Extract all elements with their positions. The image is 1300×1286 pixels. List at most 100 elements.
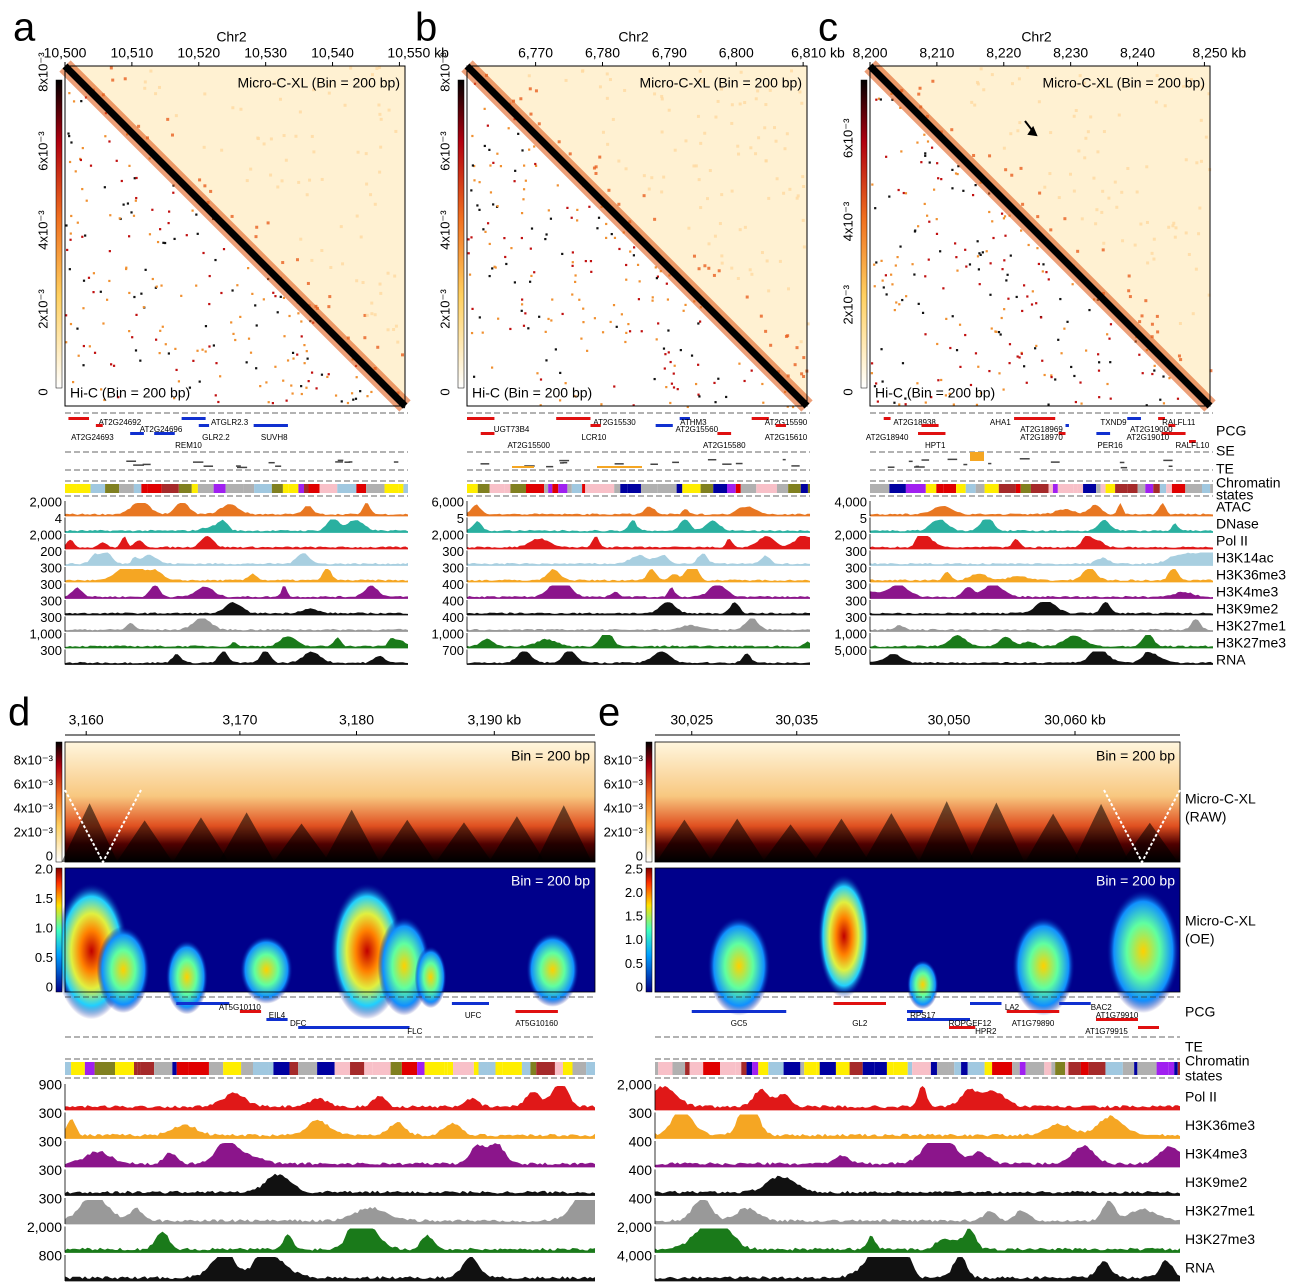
contact-pixel [949, 346, 952, 350]
contact-pixel [1057, 196, 1061, 200]
chromatin-state [943, 484, 957, 493]
contact-pixel [690, 354, 694, 357]
contact-pixel [82, 279, 86, 282]
signal-track [65, 651, 408, 665]
chromatin-state [1171, 484, 1186, 493]
chromatin-state [658, 1062, 673, 1075]
signal-track [65, 1143, 595, 1167]
contact-pixel [520, 212, 524, 215]
chromatin-state [366, 484, 385, 493]
te-element [735, 462, 743, 465]
chromatin-state [835, 1062, 850, 1075]
contact-pixel [379, 291, 383, 295]
contact-pixel [924, 401, 927, 404]
contact-pixel [249, 167, 253, 171]
colorbar-tick-label: 8x10⁻³ [14, 752, 54, 767]
contact-pixel [356, 150, 360, 154]
contact-pixel [720, 193, 724, 197]
contact-pixel [512, 99, 516, 103]
contact-pixel [1008, 343, 1012, 346]
contact-pixel [1182, 84, 1186, 88]
contact-pixel [615, 325, 618, 328]
contact-pixel [327, 305, 331, 309]
track-scale-label: 300 [40, 560, 62, 575]
contact-pixel [499, 165, 503, 168]
contact-pixel [489, 191, 493, 194]
track-name: H3K27me3 [1185, 1231, 1255, 1247]
contact-pixel [393, 274, 397, 278]
domain-triangle [218, 812, 275, 862]
contact-pixel [108, 250, 111, 253]
chromatin-state [586, 1062, 595, 1075]
contact-pixel [598, 85, 602, 89]
contact-pixel [1107, 196, 1111, 200]
contact-pixel [170, 133, 174, 137]
track-scale-label: 5,000 [834, 643, 867, 658]
contact-pixel [885, 293, 888, 296]
contact-pixel [985, 250, 988, 253]
contact-pixel [1031, 290, 1034, 293]
contact-pixel [601, 331, 605, 334]
contact-pixel [720, 87, 724, 91]
contact-pixel [196, 232, 199, 235]
contact-pixel [99, 290, 102, 293]
chromatin-state [1105, 1062, 1123, 1075]
domain-triangle [863, 813, 920, 862]
contact-pixel [65, 314, 68, 317]
contact-pixel [1022, 284, 1026, 287]
contact-pixel [361, 281, 365, 285]
track-name: H3K4me3 [1216, 584, 1278, 600]
contact-pixel [1135, 190, 1139, 194]
contact-pixel [490, 366, 494, 369]
contact-pixel [944, 394, 948, 397]
contact-pixel [698, 395, 701, 398]
side-label: Chromatin [1185, 1053, 1250, 1069]
contact-pixel [1017, 77, 1021, 81]
contact-pixel [524, 179, 527, 182]
contact-pixel [629, 250, 632, 253]
contact-pixel [307, 380, 310, 383]
chromatin-state [758, 1062, 769, 1075]
contact-pixel [749, 146, 753, 150]
contact-pixel [1152, 257, 1156, 261]
contact-pixel [913, 273, 916, 276]
contact-pixel [750, 369, 753, 372]
signal-track [655, 1200, 1180, 1224]
contact-pixel [700, 80, 704, 84]
signal-track [870, 585, 1213, 599]
contact-pixel [295, 258, 299, 262]
contact-pixel [236, 284, 239, 287]
track-name: H3K9me2 [1185, 1174, 1247, 1190]
chromatin-state [241, 1062, 254, 1075]
micro-c-label: Micro-C-XL (Bin = 200 bp) [238, 75, 400, 91]
chromatin-state [735, 1062, 742, 1075]
contact-pixel [600, 403, 603, 406]
contact-pixel [561, 312, 564, 316]
contact-pixel [87, 276, 91, 279]
contact-pixel [586, 349, 589, 352]
te-element [480, 463, 490, 465]
te-element [275, 465, 282, 467]
contact-pixel [157, 85, 161, 89]
oe-hotspot [707, 916, 771, 1016]
contact-pixel [958, 323, 962, 326]
contact-pixel [1063, 327, 1066, 330]
contact-pixel [642, 174, 646, 178]
x-tick-label: 10,500 [44, 45, 87, 61]
side-label: Micro-C-XL [1185, 791, 1256, 807]
gene-bar [515, 1010, 558, 1013]
te-element [268, 461, 275, 464]
contact-pixel [707, 242, 711, 246]
contact-pixel [510, 247, 513, 250]
contact-pixel [1144, 299, 1148, 303]
contact-pixel [556, 184, 559, 187]
gene-bar [1096, 1018, 1138, 1021]
chromatin-state [870, 484, 890, 493]
contact-pixel [610, 232, 613, 236]
contact-pixel [964, 248, 967, 251]
contact-pixel [1200, 85, 1204, 89]
contact-pixel [767, 196, 771, 200]
contact-pixel [672, 372, 675, 375]
contact-pixel [895, 301, 898, 304]
contact-pixel [386, 328, 390, 332]
